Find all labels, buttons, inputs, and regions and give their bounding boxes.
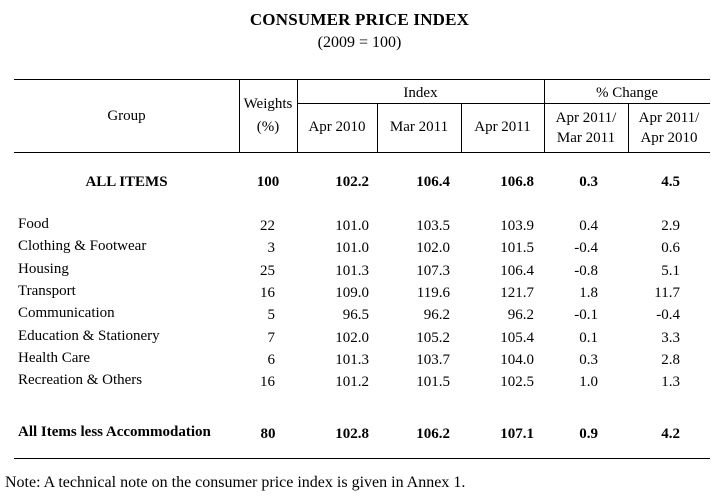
- row-apr2010: 101.2: [335, 374, 369, 391]
- row-mar2011: 102.0: [416, 240, 450, 257]
- row-apr2010: 101.3: [335, 351, 369, 368]
- header-chg-mom-line2: Mar 2011: [556, 130, 616, 146]
- row-chg-mom: -0.4: [574, 240, 598, 257]
- row-apr2010: 109.0: [335, 284, 369, 301]
- less-accom-mar2011: 106.2: [416, 426, 450, 442]
- divider-index-1: [377, 103, 378, 152]
- header-chg-mom-line1: Apr 2011/: [555, 110, 617, 126]
- row-apr2010: 102.0: [335, 329, 369, 346]
- less-accom-apr2010: 102.8: [335, 426, 369, 442]
- row-apr2011: 96.2: [507, 307, 534, 324]
- row-chg-mom: 0.4: [579, 218, 598, 234]
- header-group: Group: [107, 108, 146, 124]
- header-weights-line2: (%): [256, 119, 280, 135]
- row-chg-yoy: 2.8: [661, 351, 680, 368]
- table-subtitle: (2009 = 100): [317, 34, 402, 51]
- divider-index-pct: [544, 79, 545, 152]
- row-chg-mom: -0.8: [574, 262, 598, 279]
- row-chg-yoy: 11.7: [654, 284, 680, 301]
- header-chg-yoy-line1: Apr 2011/: [638, 110, 700, 126]
- index-group-rule: [297, 103, 710, 104]
- row-mar2011: 119.6: [416, 284, 450, 301]
- row-chg-mom: 1.0: [579, 374, 598, 391]
- row-apr2010: 101.0: [335, 240, 369, 257]
- row-mar2011: 107.3: [416, 262, 450, 279]
- row-chg-yoy: 1.3: [661, 374, 680, 391]
- row-weight: 16: [260, 374, 275, 391]
- less-accom-chg-mom: 0.9: [579, 426, 598, 442]
- divider-pct-1: [628, 103, 629, 152]
- row-label: Education & Stationery: [18, 327, 160, 344]
- row-apr2011: 103.9: [500, 218, 534, 234]
- less-accom-apr2011: 107.1: [500, 426, 534, 442]
- row-label: Health Care: [18, 349, 91, 366]
- row-label: Recreation & Others: [18, 372, 143, 389]
- row-label: Housing: [18, 260, 69, 277]
- row-chg-yoy: -0.4: [656, 307, 680, 324]
- row-mar2011: 96.2: [423, 307, 450, 324]
- footnote: Note: A technical note on the consumer p…: [5, 474, 466, 491]
- all-items-chg-mom: 0.3: [579, 174, 598, 190]
- row-apr2011: 101.5: [500, 240, 534, 257]
- row-apr2011: 105.4: [500, 329, 534, 346]
- divider-index-2: [461, 103, 462, 152]
- row-chg-yoy: 2.9: [661, 218, 680, 234]
- row-weight: 6: [267, 351, 276, 368]
- divider-group-weights: [239, 79, 240, 152]
- row-chg-mom: 0.1: [579, 329, 598, 346]
- all-items-apr2010: 102.2: [335, 174, 369, 190]
- all-items-label: ALL ITEMS: [85, 174, 168, 190]
- row-label: Clothing & Footwear: [18, 238, 147, 255]
- less-accom-chg-yoy: 4.2: [661, 426, 680, 442]
- row-chg-yoy: 3.3: [661, 329, 680, 346]
- row-apr2010: 101.0: [335, 218, 369, 234]
- header-mar-2011: Mar 2011: [389, 119, 449, 135]
- row-mar2011: 103.7: [416, 351, 450, 368]
- all-items-apr2011: 106.8: [500, 174, 534, 190]
- all-items-chg-yoy: 4.5: [661, 174, 680, 190]
- row-chg-yoy: 5.1: [661, 262, 680, 279]
- table-title: CONSUMER PRICE INDEX: [249, 10, 470, 29]
- row-chg-mom: 0.3: [579, 351, 598, 368]
- all-items-mar2011: 106.4: [416, 174, 450, 190]
- top-rule: [14, 79, 710, 80]
- header-chg-yoy-line2: Apr 2010: [640, 130, 698, 146]
- header-apr-2010: Apr 2010: [308, 119, 366, 135]
- row-mar2011: 101.5: [416, 374, 450, 391]
- header-apr-2011: Apr 2011: [474, 119, 531, 135]
- row-mar2011: 103.5: [416, 218, 450, 234]
- row-apr2011: 121.7: [500, 284, 534, 301]
- row-apr2011: 106.4: [500, 262, 534, 279]
- row-apr2010: 96.5: [342, 307, 369, 324]
- row-apr2011: 104.0: [500, 351, 534, 368]
- less-accom-label: All Items less Accommodation: [18, 424, 211, 440]
- divider-weights-index: [297, 79, 298, 152]
- header-pct-change: % Change: [595, 85, 659, 101]
- row-weight: 7: [267, 329, 276, 346]
- all-items-weight: 100: [256, 174, 280, 190]
- row-label: Transport: [18, 282, 76, 299]
- row-weight: 22: [260, 218, 275, 234]
- header-index: Index: [403, 85, 438, 101]
- row-chg-yoy: 0.6: [661, 240, 680, 257]
- row-apr2010: 101.3: [335, 262, 369, 279]
- row-weight: 16: [260, 284, 275, 301]
- row-weight: 3: [267, 240, 276, 257]
- row-mar2011: 105.2: [416, 329, 450, 346]
- header-bottom-rule: [14, 152, 710, 153]
- row-weight: 5: [267, 307, 276, 324]
- less-accom-weight: 80: [260, 426, 276, 442]
- row-weight: 25: [260, 262, 275, 279]
- row-label: Communication: [18, 305, 115, 322]
- bottom-rule: [14, 458, 710, 459]
- row-chg-mom: -0.1: [574, 307, 598, 324]
- header-weights-line1: Weights: [243, 96, 293, 112]
- row-chg-mom: 1.8: [579, 284, 598, 301]
- row-label: Food: [18, 216, 49, 232]
- row-apr2011: 102.5: [500, 374, 534, 391]
